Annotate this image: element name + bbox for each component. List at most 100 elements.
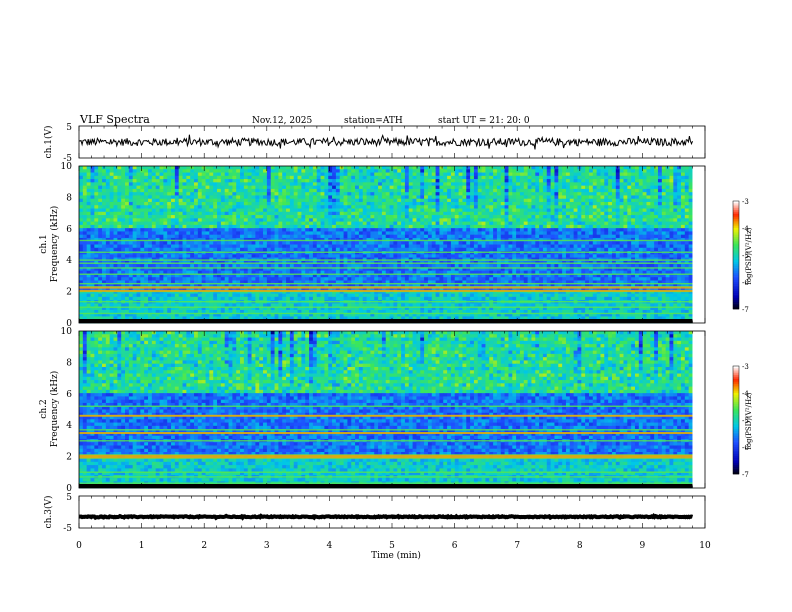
spectrogram-cell <box>190 182 195 187</box>
spectrogram-cell <box>412 254 417 258</box>
spectrogram-cell <box>527 211 532 216</box>
spectrogram-cell <box>358 198 364 203</box>
spectrogram-cell <box>255 201 260 206</box>
spectrogram-cell <box>562 211 567 216</box>
spectrogram-cell <box>485 179 490 183</box>
spectrogram-cell <box>232 221 237 226</box>
spectrogram-cell <box>266 166 272 170</box>
spectrogram-cell <box>546 172 552 177</box>
spectrogram-cell <box>90 198 95 203</box>
spectrogram-cell <box>94 201 99 206</box>
spectrogram-cell <box>680 208 686 213</box>
spectrogram-cell <box>224 198 229 203</box>
spectrogram-cell <box>546 228 552 232</box>
spectrogram-cell <box>657 198 663 203</box>
spectrogram-cell <box>650 175 655 180</box>
spectrogram-cell <box>619 241 624 245</box>
spectrogram-cell <box>470 198 475 203</box>
spectrogram-cell <box>565 198 571 203</box>
spectrogram-cell <box>205 264 210 268</box>
spectrogram-cell <box>673 172 678 177</box>
spectrogram-cell <box>278 169 283 173</box>
spectrogram-cell <box>94 195 99 200</box>
spectrogram-cell <box>654 201 659 206</box>
spectrogram-cell <box>209 198 214 203</box>
spectrogram-cell <box>558 175 563 180</box>
spectrogram-cell <box>117 208 122 213</box>
spectrogram-cell <box>282 192 287 196</box>
spectrogram-cell <box>378 169 383 173</box>
spectrogram-cell <box>320 172 325 177</box>
spectrogram-cell <box>98 244 103 249</box>
spectrogram-cell <box>558 215 563 219</box>
spectrogram-cell <box>105 218 111 222</box>
spectrogram-cell <box>447 254 452 258</box>
spectrogram-cell <box>577 172 582 177</box>
spectrogram-cell <box>167 254 172 258</box>
spectrogram-cell <box>615 244 621 249</box>
spectrogram-cell <box>412 201 417 206</box>
spectrogram-cell <box>121 192 126 196</box>
spectrogram-cell <box>531 244 536 249</box>
spectrogram-cell <box>197 185 203 190</box>
spectrogram-cell <box>634 192 640 196</box>
spectrogram-cell <box>562 218 567 222</box>
spectrogram-cell <box>236 228 241 232</box>
spectrogram-cell <box>140 188 145 193</box>
spectrogram-cell <box>255 192 260 196</box>
spectrogram-cell <box>631 179 636 183</box>
spectrogram-cell <box>458 198 463 203</box>
spectrogram-cell <box>178 228 183 232</box>
spectrogram-cell <box>113 241 118 245</box>
spectrogram-cell <box>366 166 371 170</box>
spectrogram-cell <box>79 234 84 239</box>
spectrogram-cell <box>140 182 145 187</box>
spectrogram-cell <box>512 218 517 222</box>
spectrogram-cell <box>182 241 187 245</box>
spectrogram-cell <box>562 182 567 187</box>
spectrogram-cell <box>366 195 371 200</box>
spectrogram-cell <box>554 254 559 258</box>
spectrogram-cell <box>611 172 617 177</box>
spectrogram-cell <box>186 215 191 219</box>
spectrogram-cell <box>102 241 107 245</box>
spectrogram-cell <box>546 166 552 170</box>
spectrogram-cell <box>485 224 490 229</box>
spectrogram-cell <box>347 205 352 209</box>
spectrogram-cell <box>611 221 617 226</box>
spectrogram-cell <box>642 166 647 170</box>
spectrogram-cell <box>634 185 640 190</box>
spectrogram-cell <box>638 185 644 190</box>
spectrogram-cell <box>684 185 690 190</box>
spectrogram-cell <box>481 179 486 183</box>
spectrogram-cell <box>251 264 256 268</box>
spectrogram-cell <box>182 211 187 216</box>
spectrogram-cell <box>182 264 187 268</box>
spectrogram-cell <box>362 228 367 232</box>
spectrogram-cell <box>289 188 295 193</box>
spectrogram-cell <box>86 211 91 216</box>
spectrogram-cell <box>312 192 318 196</box>
spectrogram-cell <box>171 247 176 252</box>
spectrogram-cell <box>301 198 306 203</box>
spectrogram-cell <box>535 179 540 183</box>
spectrogram-cell <box>205 247 210 252</box>
spectrogram-cell <box>274 211 279 216</box>
spectrogram-cell <box>209 224 214 229</box>
spectrogram-cell <box>263 175 268 180</box>
spectrogram-cell <box>546 179 552 183</box>
spectrogram-cell <box>332 205 337 209</box>
spectrogram-cell <box>569 179 575 183</box>
spectrogram-cell <box>554 172 559 177</box>
spectrogram-cell <box>79 228 84 232</box>
spectrogram-cell <box>232 185 237 190</box>
spectrogram-cell <box>209 244 214 249</box>
spectrogram-cell <box>381 254 387 258</box>
spectrogram-cell <box>255 234 260 239</box>
spectrogram-cell <box>86 208 91 213</box>
spectrogram-cell <box>408 247 413 252</box>
spectrogram-cell <box>270 182 275 187</box>
spectrogram-cell <box>293 182 298 187</box>
spectrogram-cell <box>466 218 471 222</box>
spectrogram-cell <box>435 211 440 216</box>
